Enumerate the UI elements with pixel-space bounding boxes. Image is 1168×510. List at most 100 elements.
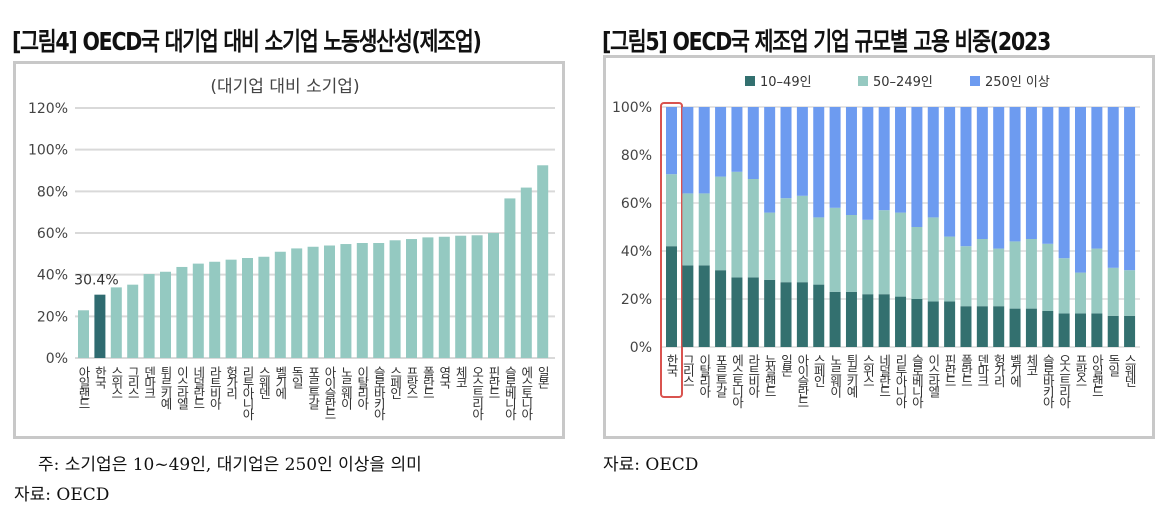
bar-벨기에 [274,251,286,358]
bar-segment-라트비아 [747,107,759,179]
bar-segment-스위스 [862,107,874,220]
bar-segment-일본 [780,282,792,347]
bar-segment-덴마크 [976,306,988,347]
x-tick-label: 아이슬란드 [322,366,337,419]
bar-segment-슬로베니아 [911,107,923,227]
x-tick-label: 스페인 [811,354,826,387]
y-tick-label: 120% [28,101,68,117]
legend-label: 50–249인 [873,75,933,90]
x-tick-label: 이탈리아 [355,366,370,410]
x-tick-label: 포르투갈 [713,354,728,398]
bar-노르웨이 [340,244,352,358]
x-tick-label: 슬로베니아 [502,366,517,420]
bar-segment-폴란드 [960,306,972,347]
bar-segment-이탈리아 [698,265,710,347]
bar-폴란드 [422,237,434,358]
x-tick-label: 라트비아 [207,366,222,410]
bar-리투아니아 [242,258,253,358]
x-tick-label: 일본 [779,354,794,377]
bar-segment-덴마크 [976,239,988,307]
bar-segment-뉴질랜드 [764,279,776,347]
bar-segment-오스트리아 [1058,107,1070,259]
bar-segment-프랑스 [1075,313,1086,347]
bar-아일랜드 [78,310,89,358]
bar-segment-슬로베니아 [911,227,923,299]
bar-segment-아이슬란드 [796,195,808,283]
x-tick-label: 폴란드 [420,366,435,398]
x-tick-label: 스위스 [109,366,124,398]
bar-segment-튀르키예 [845,291,857,347]
bar-segment-이탈리아 [698,107,710,194]
x-tick-label: 덴마크 [142,366,157,398]
bar-segment-프랑스 [1075,107,1086,273]
x-tick-label: 슬로바키아 [371,366,386,420]
x-tick-label: 튀르키예 [844,354,859,398]
legend-swatch [745,76,755,86]
x-tick-label: 뉴질랜드 [762,354,777,396]
x-tick-label: 핀란드 [486,366,501,398]
bar-segment-일본 [780,107,792,199]
bar-segment-튀르키예 [845,107,857,215]
x-tick-label: 스웨덴 [256,366,271,399]
y-tick-label: 80% [621,148,652,164]
bar-스위스 [110,287,122,358]
bar-segment-뉴질랜드 [764,107,776,213]
x-tick-label: 포르투갈 [306,366,321,410]
bar-segment-네덜란드 [878,107,890,211]
bar-segment-스위스 [862,219,874,295]
bar-아이슬란드 [324,245,335,358]
x-tick-label: 헝가리 [991,354,1006,387]
bar-그리스 [127,284,139,358]
bar-segment-그리스 [682,193,694,266]
bar-일본 [537,165,549,358]
x-tick-label: 핀란드 [942,354,957,386]
bar-segment-한국 [666,107,677,175]
bar-segment-아이슬란드 [796,107,808,196]
data-label: 30.4% [74,273,118,289]
bar-스웨덴 [258,256,270,358]
bar-segment-헝가리 [993,306,1005,347]
x-tick-label: 아일랜드 [1089,354,1104,396]
y-tick-label: 0% [46,351,68,367]
x-tick-label: 아일랜드 [76,366,91,408]
x-tick-label: 슬로바키아 [1040,354,1055,408]
bar-segment-스페인 [813,284,825,347]
bar-segment-리투아니아 [895,212,907,297]
bar-segment-독일 [1107,267,1119,316]
bar-segment-라트비아 [747,277,759,347]
bar-독일 [291,248,303,358]
bar-포르투갈 [307,246,319,358]
bar-segment-이스라엘 [927,217,939,302]
x-tick-label: 스웨덴 [1122,354,1137,387]
bar-segment-핀란드 [944,236,956,302]
x-tick-label: 스위스 [860,354,875,386]
bar-segment-이스라엘 [927,107,939,218]
bar-segment-스웨덴 [1124,315,1136,347]
figure5-source: 자료: OECD [603,455,699,475]
highlight-box [660,102,683,398]
bar-segment-에스토니아 [731,107,743,172]
bar-segment-체코 [1025,239,1037,309]
y-tick-label: 100% [28,143,68,159]
bar-슬로바키아 [373,243,385,358]
x-tick-label: 이스라엘 [926,354,941,398]
bar-segment-오스트리아 [1058,258,1070,314]
bar-segment-프랑스 [1075,272,1086,314]
bar-segment-리투아니아 [895,107,907,213]
bar-프랑스 [406,239,417,358]
bar-segment-에스토니아 [731,277,743,347]
x-tick-label: 리투아니아 [893,354,908,408]
bar-segment-스페인 [813,217,825,285]
x-tick-label: 프랑스 [1073,354,1088,386]
bar-segment-독일 [1107,315,1119,347]
bar-segment-이스라엘 [927,301,939,347]
x-tick-label: 리투아니아 [240,366,255,420]
bar-segment-라트비아 [747,179,759,278]
bar-segment-네덜란드 [878,210,890,295]
x-tick-label: 그리스 [680,354,695,386]
bar-segment-폴란드 [960,107,972,247]
bar-라트비아 [209,261,221,358]
bar-네덜란드 [192,263,204,358]
bar-segment-아일랜드 [1091,107,1103,249]
